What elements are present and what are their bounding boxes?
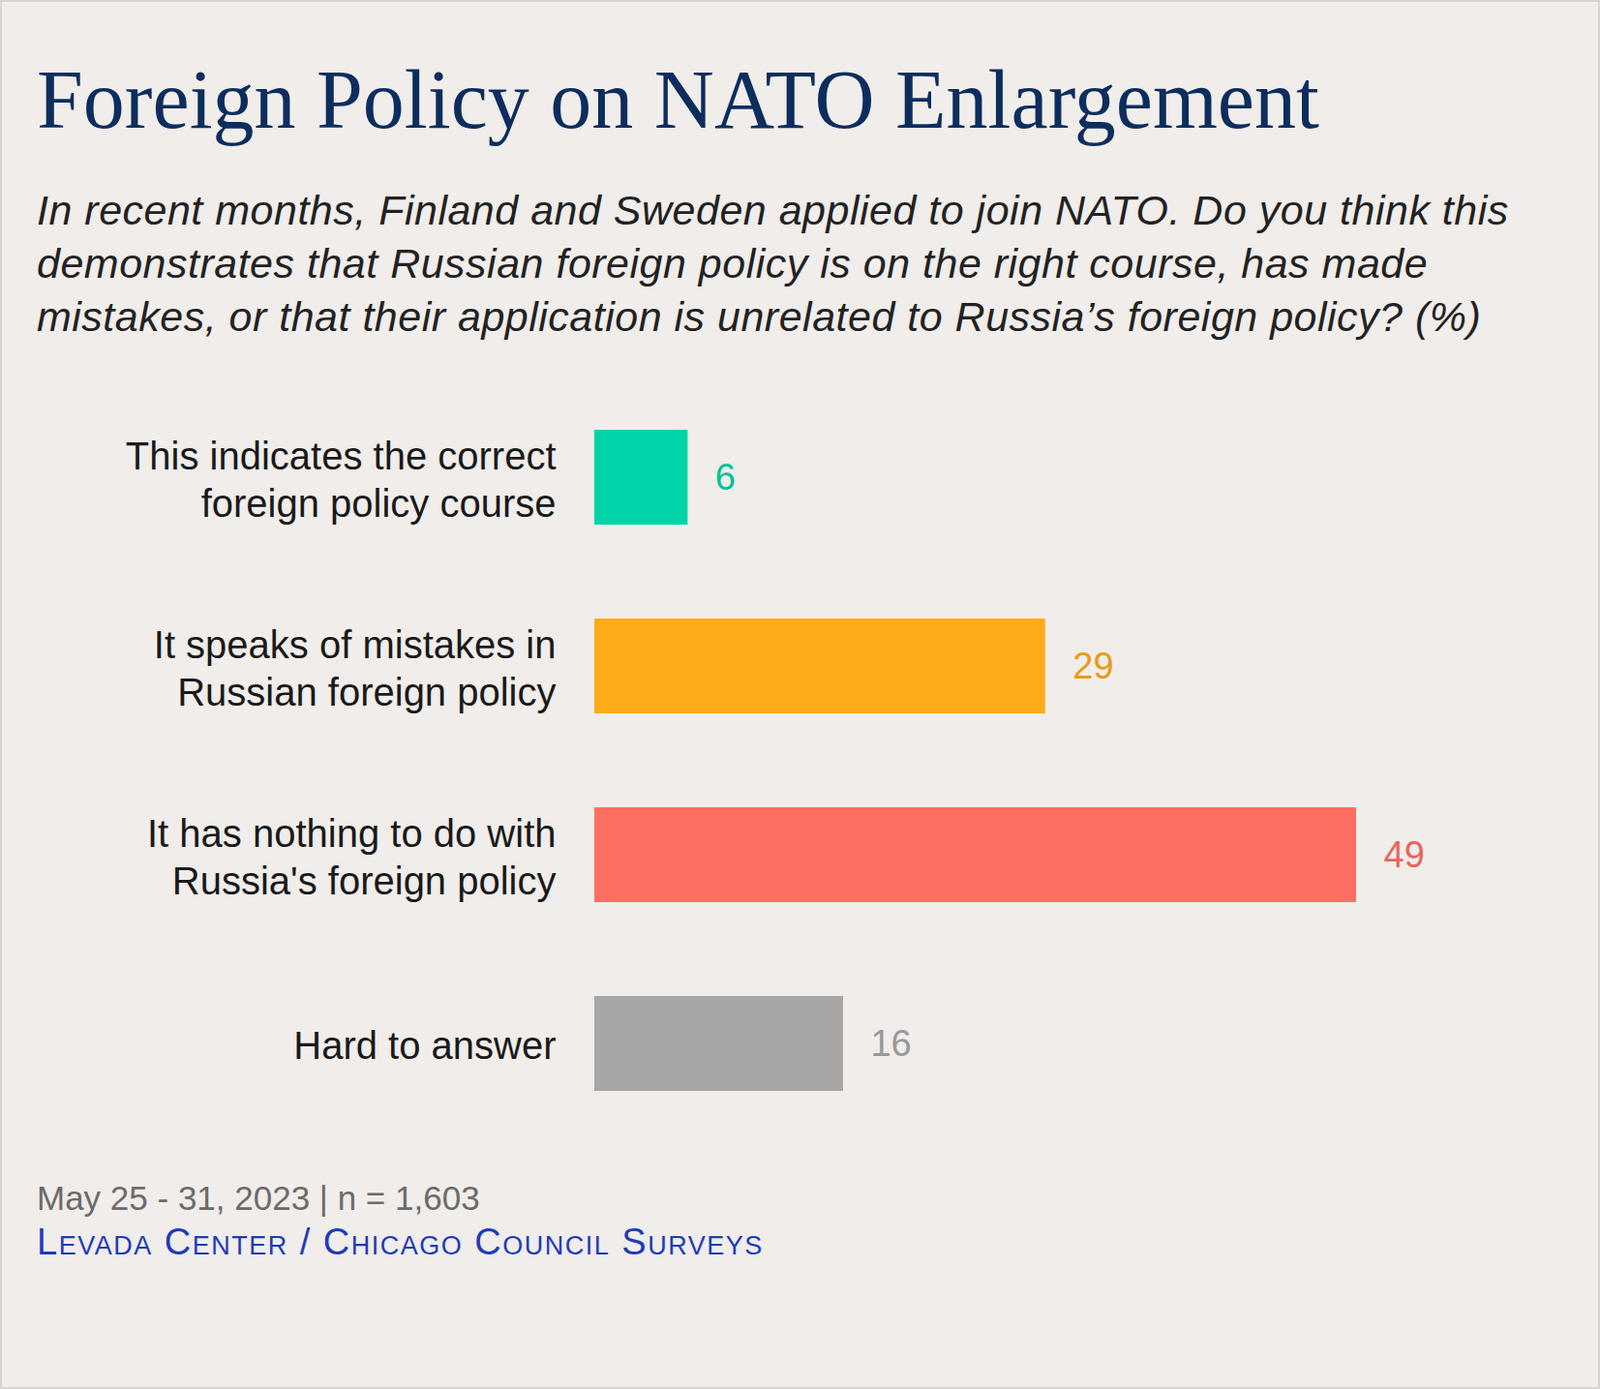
svg-text:Hard to answer: Hard to answer	[293, 1024, 556, 1067]
svg-text:It speaks of mistakes inRussia: It speaks of mistakes inRussian foreign …	[153, 623, 557, 714]
html-text:Levada Center / Chicago Counci: Levada Center / Chicago Council Surveys	[36, 1221, 764, 1262]
svg-text:49: 49	[1384, 834, 1425, 876]
html-text:May 25 - 31, 2023 | n = 1,603: May 25 - 31, 2023 | n = 1,603	[36, 1178, 480, 1217]
svg-text:29: 29	[1072, 645, 1114, 687]
html-text:In recent months, Finland and: In recent months, Finland and Sweden app…	[36, 186, 1509, 340]
svg-text:It has nothing to do withRussi: It has nothing to do withRussia's foreig…	[147, 812, 557, 903]
svg-text:6: 6	[715, 456, 736, 498]
svg-text:This indicates the correctfore: This indicates the correctforeign policy…	[125, 434, 557, 525]
svg-text:16: 16	[870, 1023, 911, 1064]
html-text:Foreign Policy on NATO Enlarge: Foreign Policy on NATO Enlargement	[36, 53, 1320, 147]
